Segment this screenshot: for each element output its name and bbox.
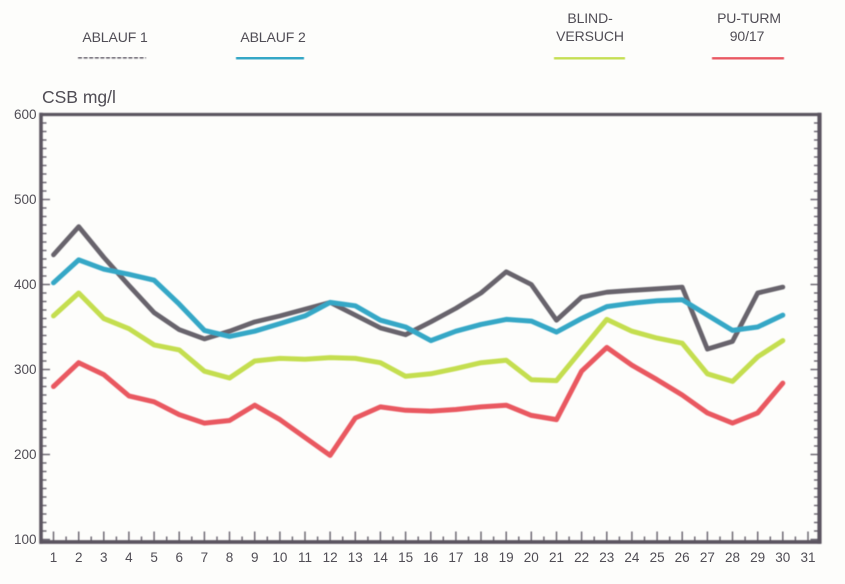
svg-text:BLIND-: BLIND- — [567, 10, 613, 26]
svg-text:5: 5 — [150, 550, 158, 565]
svg-text:26: 26 — [675, 550, 690, 565]
svg-text:400: 400 — [14, 277, 37, 292]
svg-text:30: 30 — [775, 550, 790, 565]
svg-text:ABLAUF 1: ABLAUF 1 — [82, 29, 148, 45]
svg-text:600: 600 — [14, 107, 37, 122]
svg-text:9: 9 — [251, 550, 259, 565]
svg-text:CSB mg/l: CSB mg/l — [42, 87, 116, 107]
svg-text:200: 200 — [14, 447, 37, 462]
svg-text:18: 18 — [473, 550, 488, 565]
svg-text:10: 10 — [272, 550, 287, 565]
svg-text:100: 100 — [14, 532, 37, 547]
svg-text:4: 4 — [125, 550, 133, 565]
svg-text:3: 3 — [100, 550, 108, 565]
svg-text:22: 22 — [574, 550, 589, 565]
svg-text:19: 19 — [499, 550, 514, 565]
svg-text:90/17: 90/17 — [730, 28, 765, 44]
svg-text:14: 14 — [373, 550, 389, 565]
svg-text:11: 11 — [298, 550, 312, 565]
svg-text:21: 21 — [549, 550, 564, 565]
svg-text:29: 29 — [750, 550, 765, 565]
svg-text:25: 25 — [650, 550, 665, 565]
svg-text:300: 300 — [14, 362, 37, 377]
svg-text:28: 28 — [725, 550, 740, 565]
svg-text:VERSUCH: VERSUCH — [556, 28, 624, 44]
svg-text:13: 13 — [348, 550, 363, 565]
svg-text:6: 6 — [175, 550, 183, 565]
svg-text:12: 12 — [323, 550, 338, 565]
svg-text:20: 20 — [524, 550, 539, 565]
svg-text:2: 2 — [75, 550, 83, 565]
svg-text:PU-TURM: PU-TURM — [717, 10, 781, 26]
svg-text:17: 17 — [448, 550, 463, 565]
svg-text:23: 23 — [599, 550, 614, 565]
svg-text:1: 1 — [50, 550, 58, 565]
svg-text:ABLAUF 2: ABLAUF 2 — [240, 29, 306, 45]
svg-text:500: 500 — [14, 192, 37, 207]
svg-text:8: 8 — [226, 550, 234, 565]
svg-text:27: 27 — [700, 550, 715, 565]
svg-text:31: 31 — [800, 550, 815, 565]
svg-text:24: 24 — [624, 550, 640, 565]
svg-text:15: 15 — [398, 550, 413, 565]
svg-text:16: 16 — [423, 550, 438, 565]
svg-text:7: 7 — [201, 550, 209, 565]
